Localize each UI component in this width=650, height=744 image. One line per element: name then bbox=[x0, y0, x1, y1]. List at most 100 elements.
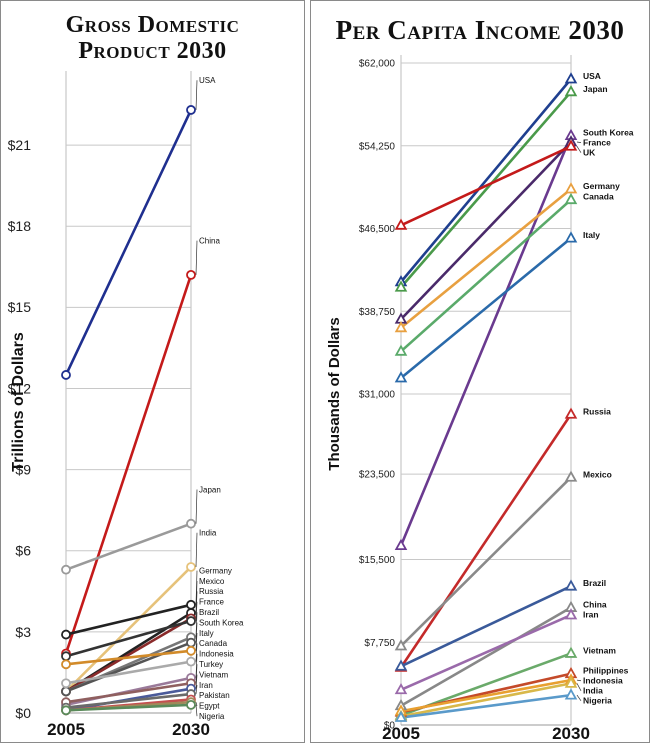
income-ytick-label: $38,750 bbox=[359, 307, 396, 318]
income-point-india-2030 bbox=[564, 676, 578, 688]
income-line-japan bbox=[399, 90, 573, 289]
gdp-ytick-label: $12 bbox=[8, 380, 32, 396]
income-line-indonesia bbox=[399, 678, 573, 713]
gdp-point-italy-2005 bbox=[61, 659, 71, 670]
gdp-series-label-china: China bbox=[199, 236, 220, 245]
gdp-ytick-label: $21 bbox=[8, 137, 32, 153]
gdp-series-label-italy: Italy bbox=[199, 629, 214, 638]
income-point-russia-2030 bbox=[564, 407, 578, 419]
gdp-leader-iran bbox=[195, 684, 198, 695]
gdp-leader-egypt bbox=[195, 702, 198, 706]
gdp-series-label-germany: Germany bbox=[199, 566, 232, 575]
income-point-iran-2030 bbox=[564, 608, 578, 620]
gdp-point-japan-2030 bbox=[186, 518, 196, 529]
gdp-point-canada-2005 bbox=[61, 678, 71, 689]
income-point-brazil-2030 bbox=[564, 579, 578, 591]
gdp-series-label-brazil: Brazil bbox=[199, 608, 219, 617]
gdp-point-south-korea-2005 bbox=[61, 686, 71, 697]
income-ytick-label: $46,500 bbox=[359, 224, 396, 235]
income-point-uk-2005 bbox=[394, 218, 408, 230]
income-series-label-france: France bbox=[583, 138, 611, 148]
income-point-nigeria-2005 bbox=[394, 710, 408, 722]
gdp-ytick-label: $3 bbox=[15, 624, 31, 640]
income-y-axis-label: Thousands of Dollars bbox=[326, 317, 343, 470]
gdp-xtick-2005: 2005 bbox=[47, 720, 85, 739]
income-point-brazil-2005 bbox=[394, 659, 408, 671]
gdp-point-usa-2005 bbox=[61, 370, 71, 380]
income-point-japan-2030 bbox=[564, 84, 578, 97]
gdp-ytick-label: $6 bbox=[15, 543, 31, 559]
income-point-japan-2005 bbox=[394, 280, 408, 292]
income-line-italy bbox=[399, 236, 573, 380]
gdp-chart-title-line1: Gross Domestic bbox=[65, 12, 240, 38]
income-leader-uk bbox=[576, 146, 582, 153]
income-ytick-label: $62,000 bbox=[359, 59, 396, 70]
gdp-chart-panel: Gross Domestic Product 2030 $0 $3 $6 $9 $12 $… bbox=[0, 0, 305, 743]
gdp-line-turkey bbox=[64, 681, 193, 704]
gdp-series-label-indonesia: Indonesia bbox=[199, 650, 234, 659]
income-line-india bbox=[399, 682, 573, 718]
income-chart: $0 $7,750 $15,500 $23,500 $31,000 $38,750 $46,… bbox=[326, 55, 634, 743]
income-point-usa-2030 bbox=[564, 72, 578, 84]
income-point-canada-2030 bbox=[564, 192, 578, 205]
income-series-label-japan: Japan bbox=[583, 84, 608, 94]
income-series-label-mexico: Mexico bbox=[583, 469, 612, 479]
income-chart-panel: Per Capita Income 2030 $0 $7,750 $15,500 $2… bbox=[310, 0, 650, 743]
gdp-leader-canada bbox=[195, 643, 198, 662]
gdp-point-china-2030 bbox=[186, 269, 196, 280]
income-point-south-korea-2005 bbox=[394, 538, 408, 551]
income-series-label-india: India bbox=[583, 686, 603, 696]
gdp-chart-title-line2: Product 2030 bbox=[78, 38, 227, 64]
gdp-point-south-korea-2030 bbox=[186, 637, 196, 648]
income-series-label-uk: UK bbox=[583, 148, 596, 158]
gdp-series-label-mexico: Mexico bbox=[199, 577, 225, 586]
gdp-point-india-2030 bbox=[186, 562, 196, 572]
gdp-series-label-south-korea: South Korea bbox=[199, 618, 244, 627]
income-series-label-vietnam: Vietnam bbox=[583, 645, 616, 655]
gdp-point-canada-2030 bbox=[186, 656, 196, 667]
income-leader-india bbox=[576, 683, 582, 691]
gdp-point-nigeria-2030 bbox=[186, 699, 196, 710]
income-ytick-label: $31,000 bbox=[359, 390, 396, 401]
gdp-leader-india bbox=[195, 532, 198, 567]
gdp-series-label-egypt: Egypt bbox=[199, 702, 220, 711]
gdp-line-france bbox=[64, 619, 193, 658]
gdp-leader-south-korea bbox=[195, 622, 198, 643]
gdp-series-label-vietnam: Vietnam bbox=[199, 670, 229, 679]
gdp-series-label-turkey: Turkey bbox=[199, 660, 223, 669]
gdp-leader-japan bbox=[195, 489, 198, 524]
gdp-leader-italy bbox=[195, 632, 198, 651]
gdp-ytick-label: $0 bbox=[15, 705, 31, 721]
income-point-nigeria-2030 bbox=[564, 688, 578, 700]
gdp-line-canada bbox=[64, 660, 193, 685]
income-series-label-philippines: Philippines bbox=[583, 666, 629, 676]
income-line-russia bbox=[399, 412, 573, 669]
gdp-ytick-label: $15 bbox=[8, 299, 32, 315]
gdp-line-china bbox=[64, 273, 193, 655]
gdp-chart: $0 $3 $6 $9 $12 $15 $18 $21 2005 2030 Trillions of… bbox=[8, 71, 244, 739]
income-ytick-label: $0 bbox=[384, 721, 396, 732]
income-point-italy-2005 bbox=[394, 371, 408, 383]
income-leader-france bbox=[576, 141, 582, 143]
gdp-series-label-nigeria: Nigeria bbox=[199, 712, 225, 721]
income-series-label-china: China bbox=[583, 600, 607, 610]
income-line-nigeria bbox=[399, 693, 573, 719]
gdp-series-label-canada: Canada bbox=[199, 639, 228, 648]
income-line-mexico bbox=[399, 475, 573, 648]
gdp-series-label-india: India bbox=[199, 529, 217, 538]
income-point-mexico-2030 bbox=[564, 470, 578, 482]
income-series-label-germany: Germany bbox=[583, 181, 620, 191]
income-line-iran bbox=[399, 613, 573, 692]
income-point-iran-2005 bbox=[394, 682, 408, 695]
gdp-series-label-japan: Japan bbox=[199, 485, 221, 494]
income-leader-indonesia bbox=[576, 679, 582, 682]
gdp-leader-usa bbox=[195, 80, 198, 110]
income-line-usa bbox=[399, 77, 573, 284]
income-point-germany-2005 bbox=[394, 320, 408, 333]
gdp-line-iran bbox=[64, 692, 193, 709]
income-line-brazil bbox=[399, 584, 573, 668]
income-point-uk-2030 bbox=[564, 139, 578, 151]
income-series-label-iran: Iran bbox=[583, 610, 599, 620]
income-ytick-label: $7,750 bbox=[364, 638, 395, 649]
gdp-leader-nigeria bbox=[195, 704, 198, 717]
